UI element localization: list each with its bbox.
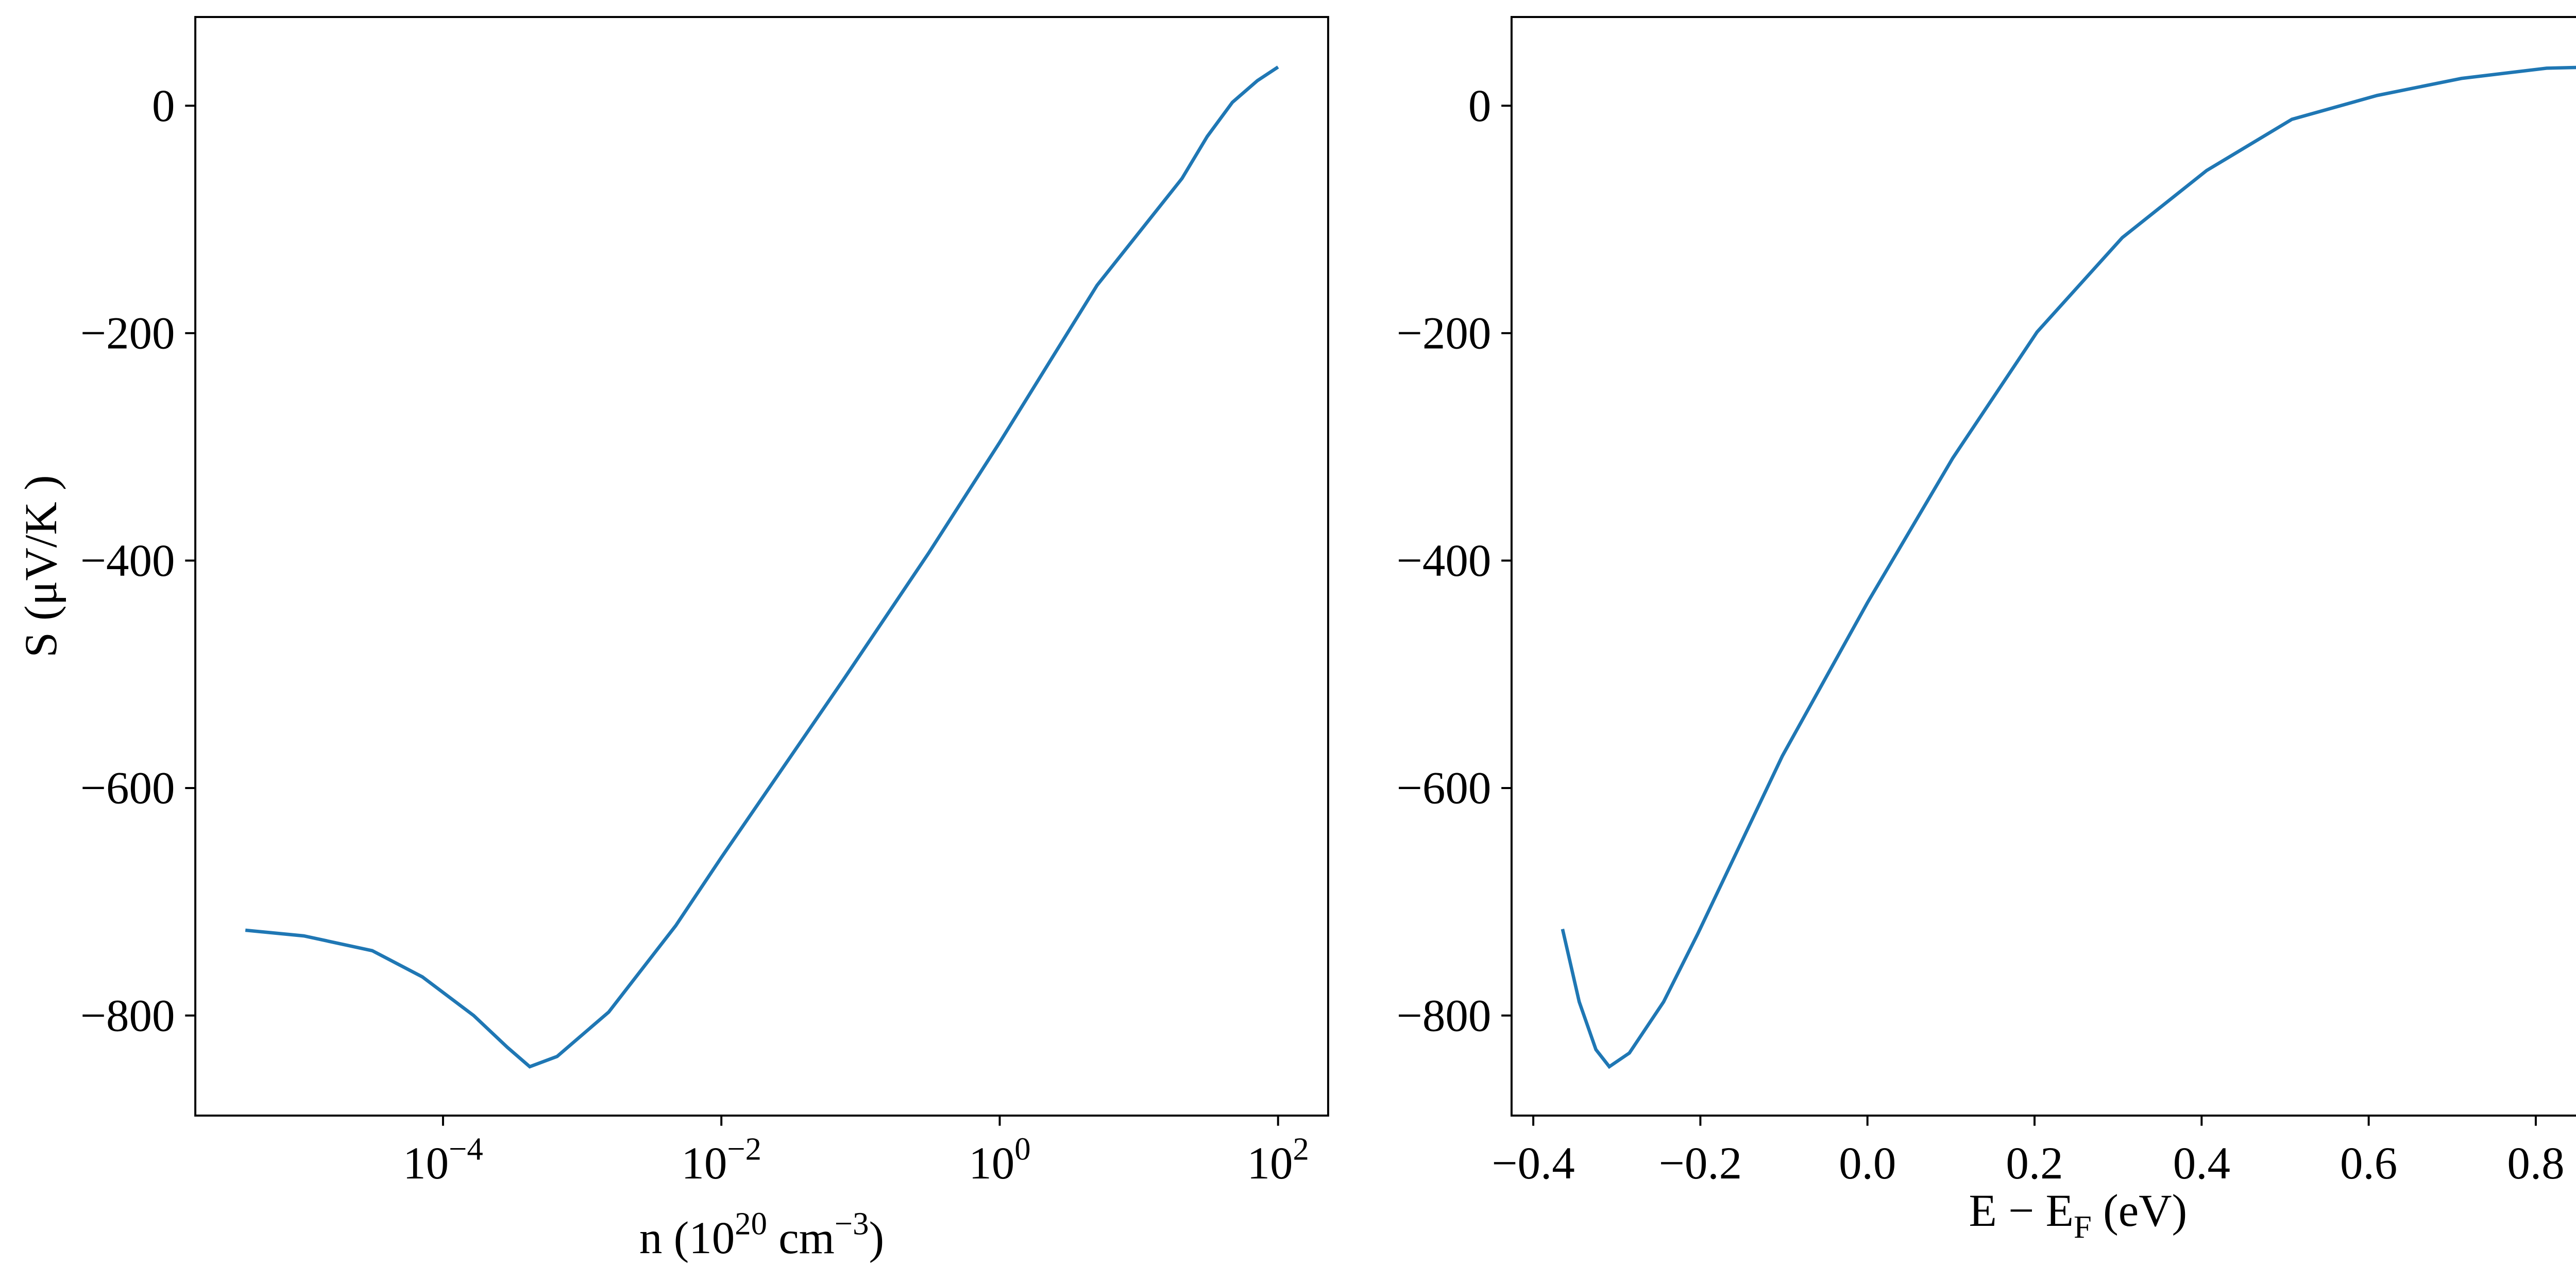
x-axis-label: n (1020 cm−3) [639,1206,884,1263]
x-tick-label: 10−2 [681,1131,761,1189]
x-tick-label: −0.4 [1492,1138,1574,1189]
y-tick-label: 0 [1468,81,1492,131]
y-tick-label: −600 [80,763,175,814]
y-axis-label: S (μV/K ) [16,475,66,657]
x-tick-label: 0.4 [2173,1138,2230,1189]
y-tick-label: −800 [80,990,175,1041]
y-tick-label: −600 [1397,763,1492,814]
x-tick-label: 102 [1247,1131,1309,1189]
x-tick-label: 0.0 [1839,1138,1896,1189]
y-tick-label: −200 [1397,308,1492,358]
line [1561,65,2576,1069]
y-tick-label: −400 [1397,536,1492,586]
x-tick-label: 0.8 [2507,1138,2564,1189]
x-tick-label: 10−4 [403,1131,483,1189]
y-tick-label: 0 [152,81,175,131]
line [245,65,1279,1069]
x-tick-label: −0.2 [1659,1138,1742,1189]
x-tick-label: 0.6 [2340,1138,2397,1189]
y-tick-label: −800 [1397,990,1492,1041]
x-tick-label: 100 [969,1131,1030,1189]
y-tick-label: −400 [80,536,175,586]
plot-frame [1510,16,2576,1117]
y-tick-label: −200 [80,308,175,358]
x-tick-label: 0.2 [2006,1138,2063,1189]
x-axis-label: E − EF (eV) [1969,1186,2188,1245]
plot-frame [194,16,1329,1117]
